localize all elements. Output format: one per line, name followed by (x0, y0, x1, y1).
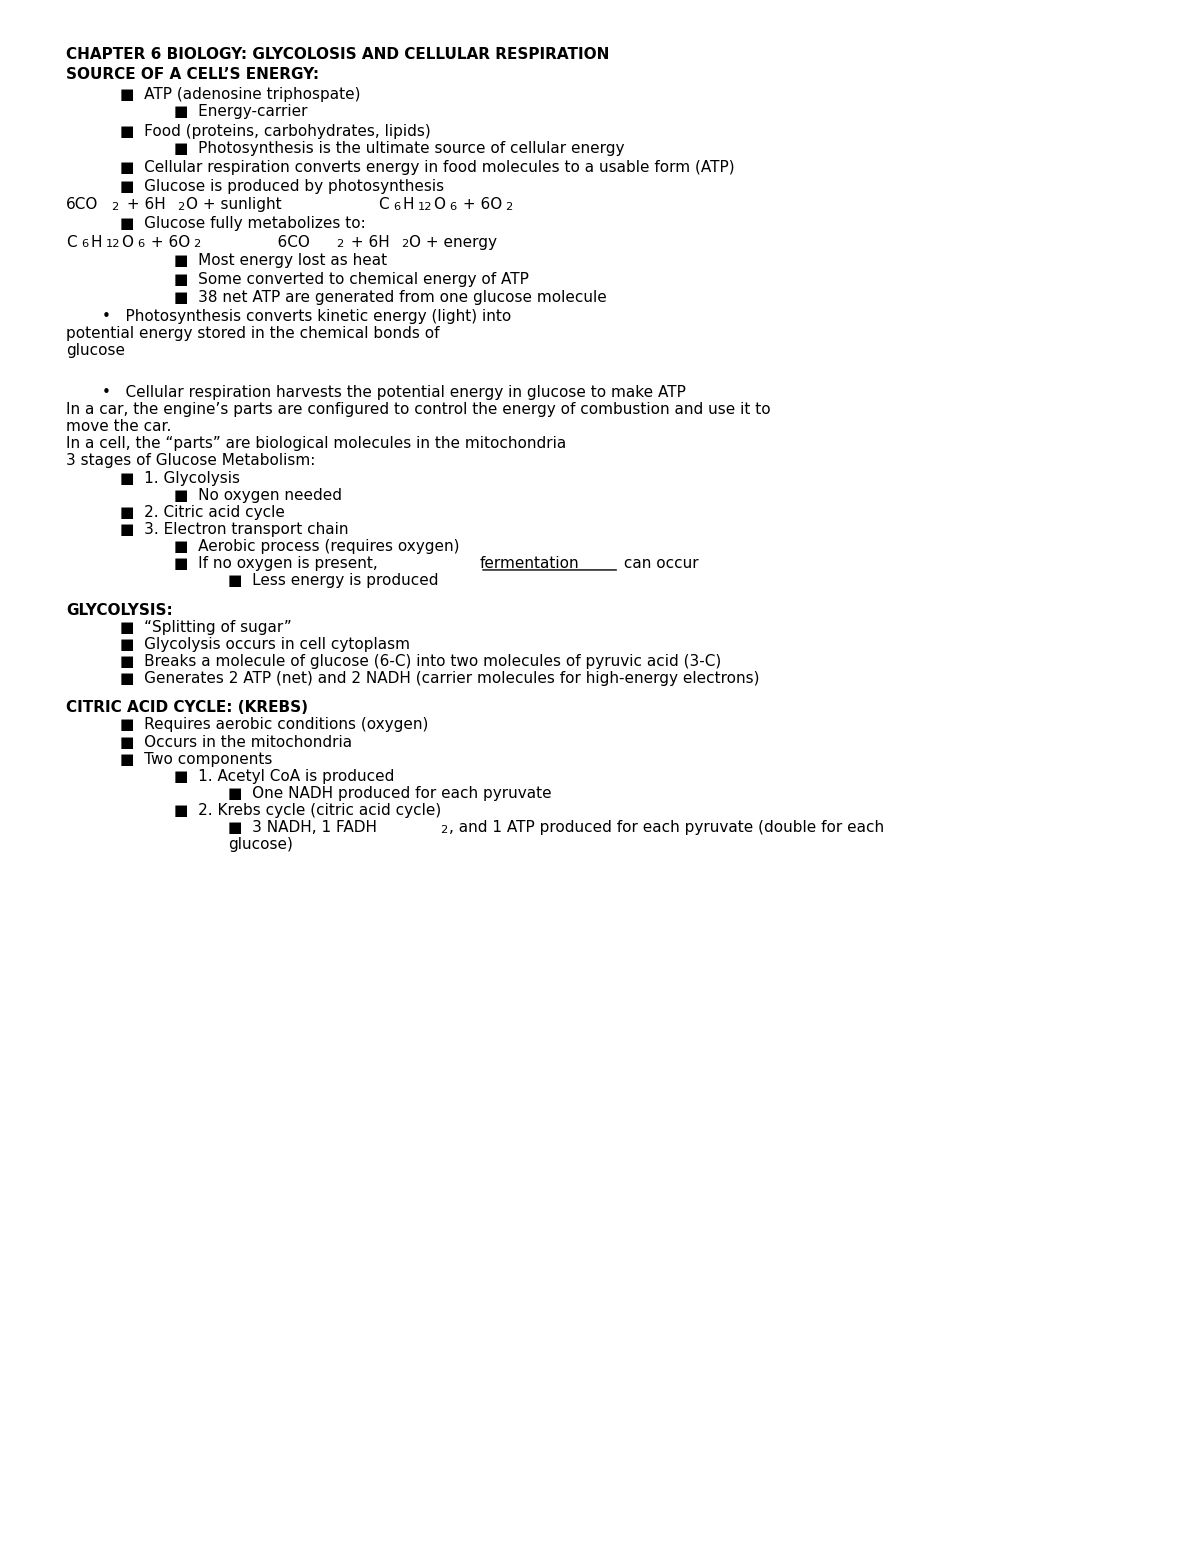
Text: can occur: can occur (619, 556, 698, 572)
Text: ■  Cellular respiration converts energy in food molecules to a usable form (ATP): ■ Cellular respiration converts energy i… (120, 160, 734, 175)
Text: •   Photosynthesis converts kinetic energy (light) into: • Photosynthesis converts kinetic energy… (102, 309, 511, 325)
Text: ■  Photosynthesis is the ultimate source of cellular energy: ■ Photosynthesis is the ultimate source … (174, 141, 624, 157)
Text: ■  Aerobic process (requires oxygen): ■ Aerobic process (requires oxygen) (174, 539, 460, 554)
Text: fermentation: fermentation (480, 556, 580, 572)
Text: ■  Occurs in the mitochondria: ■ Occurs in the mitochondria (120, 735, 352, 750)
Text: + 6H: + 6H (122, 197, 166, 213)
Text: CITRIC ACID CYCLE: (KREBS): CITRIC ACID CYCLE: (KREBS) (66, 700, 308, 716)
Text: ■  38 net ATP are generated from one glucose molecule: ■ 38 net ATP are generated from one gluc… (174, 290, 607, 306)
Text: H: H (90, 235, 102, 250)
Text: ■  Some converted to chemical energy of ATP: ■ Some converted to chemical energy of A… (174, 272, 529, 287)
Text: 6: 6 (449, 202, 456, 211)
Text: O: O (121, 235, 133, 250)
Text: ■  Glucose fully metabolizes to:: ■ Glucose fully metabolizes to: (120, 216, 366, 231)
Text: ■  Glycolysis occurs in cell cytoplasm: ■ Glycolysis occurs in cell cytoplasm (120, 637, 410, 652)
Text: 6: 6 (82, 239, 89, 248)
Text: In a car, the engine’s parts are configured to control the energy of combustion : In a car, the engine’s parts are configu… (66, 402, 770, 418)
Text: ■  2. Citric acid cycle: ■ 2. Citric acid cycle (120, 505, 284, 520)
Text: 6: 6 (137, 239, 144, 248)
Text: 2: 2 (112, 202, 119, 211)
Text: O: O (433, 197, 445, 213)
Text: 12: 12 (418, 202, 432, 211)
Text: + 6O: + 6O (146, 235, 191, 250)
Text: 2: 2 (193, 239, 200, 248)
Text: H: H (402, 197, 414, 213)
Text: SOURCE OF A CELL’S ENERGY:: SOURCE OF A CELL’S ENERGY: (66, 67, 319, 82)
Text: 6: 6 (394, 202, 401, 211)
Text: potential energy stored in the chemical bonds of: potential energy stored in the chemical … (66, 326, 439, 342)
Text: 2: 2 (505, 202, 512, 211)
Text: ■  3. Electron transport chain: ■ 3. Electron transport chain (120, 522, 348, 537)
Text: 3 stages of Glucose Metabolism:: 3 stages of Glucose Metabolism: (66, 453, 316, 469)
Text: , and 1 ATP produced for each pyruvate (double for each: , and 1 ATP produced for each pyruvate (… (449, 820, 884, 836)
Text: 2: 2 (440, 825, 448, 834)
Text: ■  If no oxygen is present,: ■ If no oxygen is present, (174, 556, 383, 572)
Text: O + energy: O + energy (409, 235, 497, 250)
Text: ■  Two components: ■ Two components (120, 752, 272, 767)
Text: O + sunlight: O + sunlight (186, 197, 282, 213)
Text: 2: 2 (336, 239, 343, 248)
Text: 2: 2 (178, 202, 185, 211)
Text: ■  Food (proteins, carbohydrates, lipids): ■ Food (proteins, carbohydrates, lipids) (120, 124, 431, 140)
Text: ■  Glucose is produced by photosynthesis: ■ Glucose is produced by photosynthesis (120, 179, 444, 194)
Text: ■  Requires aerobic conditions (oxygen): ■ Requires aerobic conditions (oxygen) (120, 717, 428, 733)
Text: 12: 12 (106, 239, 120, 248)
Text: C: C (378, 197, 389, 213)
Text: •   Cellular respiration harvests the potential energy in glucose to make ATP: • Cellular respiration harvests the pote… (102, 385, 686, 401)
Text: glucose: glucose (66, 343, 125, 359)
Text: ■  Less energy is produced: ■ Less energy is produced (228, 573, 438, 589)
Text: + 6O: + 6O (458, 197, 503, 213)
Text: CHAPTER 6 BIOLOGY: GLYCOLOSIS AND CELLULAR RESPIRATION: CHAPTER 6 BIOLOGY: GLYCOLOSIS AND CELLUL… (66, 47, 610, 62)
Text: 6CO: 6CO (258, 235, 310, 250)
Text: ■  Most energy lost as heat: ■ Most energy lost as heat (174, 253, 388, 269)
Text: move the car.: move the car. (66, 419, 172, 435)
Text: 6CO: 6CO (66, 197, 98, 213)
Text: glucose): glucose) (228, 837, 293, 853)
Text: ■  Breaks a molecule of glucose (6-C) into two molecules of pyruvic acid (3-C): ■ Breaks a molecule of glucose (6-C) int… (120, 654, 721, 669)
Text: C: C (66, 235, 77, 250)
Text: ■  1. Acetyl CoA is produced: ■ 1. Acetyl CoA is produced (174, 769, 395, 784)
Text: ■  Generates 2 ATP (net) and 2 NADH (carrier molecules for high-energy electrons: ■ Generates 2 ATP (net) and 2 NADH (carr… (120, 671, 760, 686)
Text: ■  No oxygen needed: ■ No oxygen needed (174, 488, 342, 503)
Text: + 6H: + 6H (346, 235, 389, 250)
Text: ■  Energy-carrier: ■ Energy-carrier (174, 104, 307, 120)
Text: In a cell, the “parts” are biological molecules in the mitochondria: In a cell, the “parts” are biological mo… (66, 436, 566, 452)
Text: ■  ATP (adenosine triphospate): ■ ATP (adenosine triphospate) (120, 87, 360, 102)
Text: 2: 2 (401, 239, 408, 248)
Text: ■  One NADH produced for each pyruvate: ■ One NADH produced for each pyruvate (228, 786, 552, 801)
Text: ■  2. Krebs cycle (citric acid cycle): ■ 2. Krebs cycle (citric acid cycle) (174, 803, 442, 818)
Text: ■  “Splitting of sugar”: ■ “Splitting of sugar” (120, 620, 292, 635)
Text: ■  3 NADH, 1 FADH: ■ 3 NADH, 1 FADH (228, 820, 377, 836)
Text: ■  1. Glycolysis: ■ 1. Glycolysis (120, 471, 240, 486)
Text: GLYCOLYSIS:: GLYCOLYSIS: (66, 603, 173, 618)
